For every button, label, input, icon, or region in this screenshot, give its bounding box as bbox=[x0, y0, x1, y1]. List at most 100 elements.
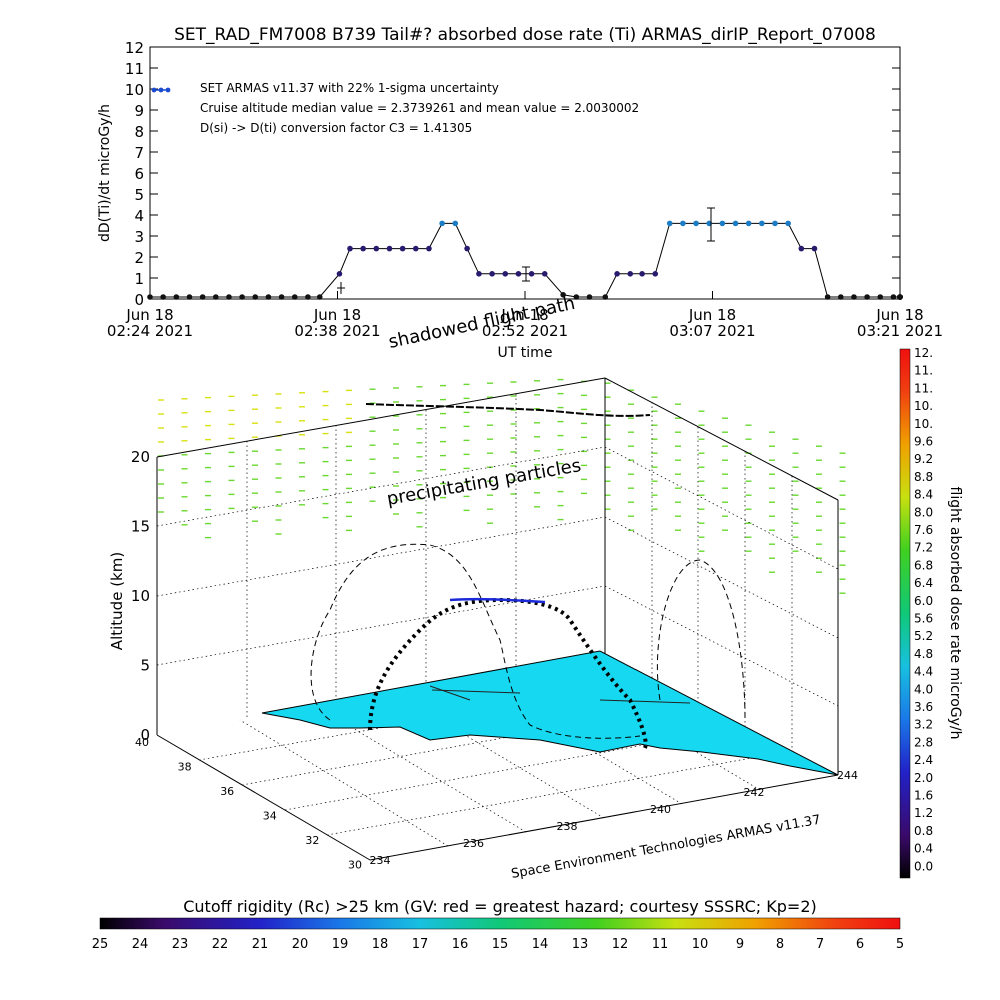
data-point bbox=[541, 271, 548, 277]
rigidity-colorbar-tick-label: 18 bbox=[372, 937, 389, 952]
data-point bbox=[147, 294, 153, 300]
data-point bbox=[412, 245, 419, 252]
rigidity-colorbar bbox=[99, 917, 901, 930]
dose-rate-series bbox=[147, 220, 903, 300]
dose-colorbar-tick-label: 10. bbox=[914, 417, 933, 431]
data-point bbox=[476, 271, 482, 277]
data-point bbox=[864, 294, 870, 300]
longitude-tick-label: 240 bbox=[650, 803, 671, 816]
data-point bbox=[573, 294, 580, 300]
data-point bbox=[426, 245, 432, 252]
rigidity-colorbar-ticks: 25 24 23 22 21 20 19 18 17 16 15 14 13 12 11 10 9 8 7 6 5 bbox=[92, 937, 904, 952]
data-point bbox=[798, 245, 805, 252]
data-point bbox=[226, 294, 232, 300]
rigidity-colorbar-tick-label: 25 bbox=[92, 937, 109, 952]
dose-colorbar-tick-label: 1.6 bbox=[914, 789, 933, 803]
legend: SET ARMAS v11.37 with 22% 1-sigma uncert… bbox=[151, 81, 639, 135]
dose-colorbar-tick-label: 6.8 bbox=[914, 558, 933, 572]
shadowed-flight-path-left bbox=[310, 543, 641, 739]
altitude-tick-label: 15 bbox=[131, 518, 150, 536]
data-point bbox=[732, 220, 739, 227]
data-point bbox=[680, 220, 686, 227]
altitude-tick-label: 10 bbox=[131, 587, 150, 605]
data-point bbox=[897, 294, 903, 300]
dose-colorbar-tick-label: 2.8 bbox=[914, 735, 933, 749]
latitude-tick-label: 30 bbox=[348, 859, 362, 872]
data-point bbox=[316, 294, 323, 300]
data-point bbox=[291, 294, 298, 300]
y-tick-label: 7 bbox=[134, 144, 144, 162]
dose-colorbar-tick-label: 0.0 bbox=[914, 859, 933, 873]
x-axis-label: UT time bbox=[498, 345, 553, 361]
data-point bbox=[360, 245, 366, 252]
data-point bbox=[464, 245, 470, 252]
dose-colorbar-tick-label: 1.2 bbox=[914, 806, 933, 820]
dose-colorbar-tick-label: 5.2 bbox=[914, 629, 933, 643]
legend-marker bbox=[151, 87, 157, 93]
grid-line bbox=[156, 446, 606, 527]
grid-line bbox=[156, 585, 606, 666]
x-tick-time: 02:38 2021 bbox=[294, 322, 380, 340]
data-point bbox=[693, 220, 699, 227]
box-edge bbox=[156, 734, 371, 861]
rigidity-colorbar-tick-label: 20 bbox=[292, 937, 309, 952]
data-point bbox=[439, 220, 445, 227]
dose-colorbar-tick-label: 7.6 bbox=[914, 523, 933, 537]
data-point bbox=[666, 220, 673, 227]
x-tick-time: 03:07 2021 bbox=[669, 322, 755, 340]
rigidity-colorbar-tick-label: 19 bbox=[332, 937, 349, 952]
data-point bbox=[265, 294, 272, 300]
rigidity-colorbar-tick-label: 23 bbox=[172, 937, 189, 952]
data-point bbox=[502, 271, 509, 277]
rigidity-colorbar-tick-label: 8 bbox=[776, 937, 784, 952]
dose-colorbar-tick-label: 4.0 bbox=[914, 682, 933, 696]
data-point bbox=[639, 271, 645, 277]
flight-path-top bbox=[449, 597, 546, 604]
data-point bbox=[528, 271, 535, 277]
legend-marker bbox=[158, 87, 164, 93]
surface-feature bbox=[429, 685, 471, 701]
dose-colorbar-tick-label: 0.8 bbox=[914, 824, 933, 838]
dose-colorbar-tick-label: 2.4 bbox=[914, 753, 933, 767]
latitude-tick-label: 34 bbox=[263, 810, 277, 823]
rigidity-colorbar-tick-label: 9 bbox=[736, 937, 744, 952]
error-bars bbox=[337, 207, 715, 294]
y-tick-label: 0 bbox=[134, 291, 144, 309]
x-tick-date: Jun 18 bbox=[500, 306, 548, 324]
grid-line bbox=[315, 705, 527, 833]
altitude-tick-label: 0 bbox=[140, 726, 150, 744]
grid-line bbox=[241, 702, 698, 786]
box-frame bbox=[156, 377, 839, 861]
altitude-ticks: 0 5 10 15 20 bbox=[131, 448, 150, 744]
data-point bbox=[560, 292, 566, 298]
data-point bbox=[719, 220, 726, 227]
ground-surface bbox=[261, 650, 839, 776]
data-point bbox=[186, 294, 193, 300]
data-point bbox=[252, 294, 259, 300]
x-tick-time: 02:24 2021 bbox=[107, 322, 193, 340]
y-tick-label: 5 bbox=[134, 186, 144, 204]
altitude-tick-label: 5 bbox=[140, 657, 150, 675]
data-point bbox=[745, 220, 752, 227]
data-point bbox=[627, 271, 634, 277]
altitude-tick-label: 20 bbox=[131, 448, 150, 466]
dose-colorbar-tick-label: 3.2 bbox=[914, 718, 933, 732]
grid-line bbox=[326, 750, 791, 836]
box-edge bbox=[156, 377, 606, 458]
dose-colorbar bbox=[899, 348, 911, 879]
grid-lines bbox=[156, 394, 839, 847]
data-point bbox=[837, 294, 844, 300]
y-tick-label: 4 bbox=[134, 207, 144, 225]
dose-colorbar-ticks: 12. 11. 11. 10. 10. 9.6 9.2 8.8 8.4 8.0 7.6 7.2 6.8 6… bbox=[914, 346, 933, 873]
longitude-tick-label: 242 bbox=[744, 786, 765, 799]
x-tick-time: 02:52 2021 bbox=[482, 322, 568, 340]
data-point bbox=[373, 245, 380, 252]
dose-colorbar-tick-label: 8.4 bbox=[914, 488, 933, 502]
rigidity-colorbar-tick-label: 22 bbox=[212, 937, 229, 952]
y-tick-label: 3 bbox=[134, 228, 144, 246]
shadowed-flight-path-right bbox=[656, 559, 746, 721]
y-tick-label: 6 bbox=[134, 165, 144, 183]
